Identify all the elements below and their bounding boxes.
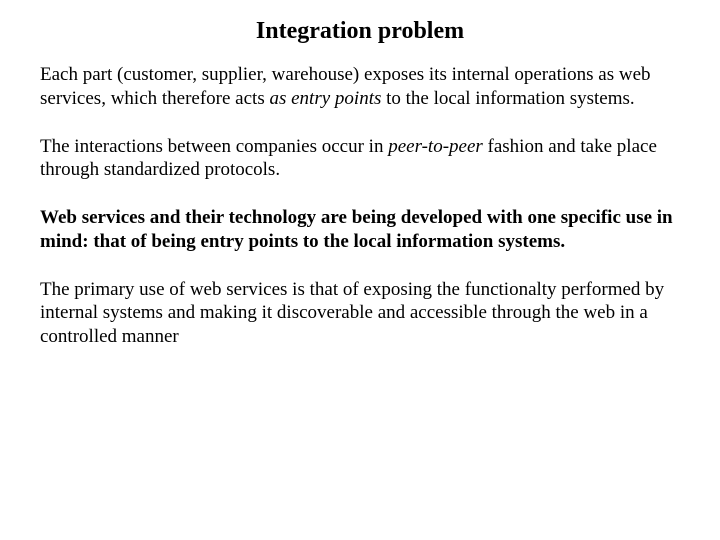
p4-text-a: The primary use of web services is that … xyxy=(40,279,664,348)
paragraph-2: The interactions between companies occur… xyxy=(40,135,680,183)
p2-emphasis: peer-to-peer xyxy=(388,136,483,157)
p3-text-a: Web services and their technology are be… xyxy=(40,207,673,252)
p1-text-c: to the local information systems. xyxy=(381,88,634,109)
slide-container: Integration problem Each part (customer,… xyxy=(0,0,720,393)
paragraph-1: Each part (customer, supplier, warehouse… xyxy=(40,63,680,111)
p1-emphasis: as entry points xyxy=(269,88,381,109)
paragraph-4: The primary use of web services is that … xyxy=(40,278,680,349)
p2-text-a: The interactions between companies occur… xyxy=(40,136,388,157)
paragraph-3: Web services and their technology are be… xyxy=(40,206,680,254)
slide-title: Integration problem xyxy=(40,18,680,45)
